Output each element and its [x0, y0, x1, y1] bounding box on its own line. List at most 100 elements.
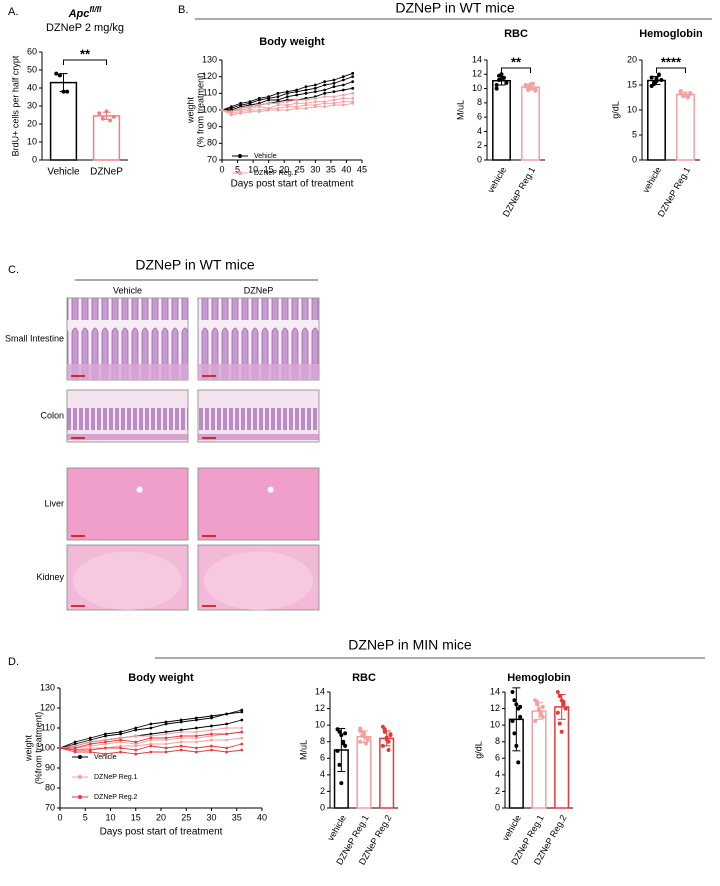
x-tick-label: 10 [248, 164, 258, 174]
data-point [535, 699, 540, 704]
data-point [134, 734, 138, 738]
legend-label: DZNeP Reg.1 [94, 774, 138, 781]
bar [49, 81, 78, 161]
bar [492, 79, 511, 161]
tissue-base [198, 364, 319, 380]
bar [521, 86, 540, 161]
histology-image [66, 389, 189, 443]
bar [531, 710, 547, 809]
tissue-region [73, 551, 182, 610]
data-point [104, 732, 107, 736]
data-point [97, 111, 102, 116]
data-point [179, 734, 183, 738]
legend-label: Vehicle [254, 153, 277, 160]
data-point [510, 719, 515, 723]
data-point [134, 728, 138, 732]
data-point [210, 716, 213, 720]
data-point [164, 746, 168, 750]
data-point [239, 101, 243, 105]
data-point [304, 88, 308, 92]
y-axis-label: (%from treatment) [33, 712, 43, 785]
y-axis-label: weight [23, 734, 33, 762]
data-point [119, 750, 122, 754]
data-point [194, 736, 198, 740]
data-point [179, 744, 183, 748]
y-tick-label: 8 [320, 736, 325, 746]
data-point [149, 732, 153, 736]
data-point [57, 73, 62, 78]
data-point [313, 90, 317, 94]
data-point [119, 732, 122, 736]
data-point [351, 96, 355, 100]
y-axis-label: M/uL [455, 100, 465, 120]
data-point [276, 101, 280, 105]
significance-bracket [656, 67, 686, 73]
panel-label: D. [8, 656, 19, 668]
data-point [194, 726, 198, 730]
x-tick-label: Vehicle [47, 167, 80, 178]
histology-image [66, 467, 189, 541]
data-point [341, 93, 345, 97]
data-point [149, 750, 153, 754]
data-point [557, 694, 562, 699]
data-point [73, 742, 77, 746]
error-bar [535, 702, 543, 720]
y-tick-label: 0 [495, 802, 500, 812]
data-point [225, 750, 229, 754]
data-point [518, 704, 523, 709]
error-bar [557, 693, 566, 720]
data-point [210, 738, 213, 742]
data-point [104, 740, 107, 744]
data-point [332, 95, 336, 99]
data-point [351, 86, 355, 90]
data-point [179, 728, 183, 732]
data-point [656, 72, 661, 77]
data-point [332, 103, 336, 107]
data-point [104, 734, 107, 738]
chart-title: Hemoglobin [639, 28, 703, 40]
legend-marker [238, 154, 242, 158]
data-point [323, 80, 327, 84]
data-point [194, 746, 198, 750]
data-point [149, 738, 153, 742]
data-point [194, 750, 198, 754]
data-point [149, 744, 153, 748]
data-point [194, 718, 198, 722]
x-tick-label: vehicle [641, 165, 664, 194]
legend-marker [78, 795, 82, 799]
data-point [332, 78, 336, 82]
data-point [332, 85, 336, 89]
tissue-region [204, 551, 313, 610]
y-tick-label: 6 [477, 112, 482, 122]
column-label: Vehicle [113, 285, 142, 295]
title-superscript: fl/fl [89, 5, 102, 14]
data-point [210, 744, 213, 748]
data-point [388, 732, 393, 737]
data-point [516, 760, 521, 765]
data-point [179, 740, 183, 744]
data-point [341, 100, 345, 104]
y-tick-label: 10 [472, 83, 482, 93]
x-tick-label: vehicle [325, 813, 348, 842]
data-point [88, 748, 92, 752]
data-point [285, 100, 289, 104]
data-point [73, 746, 77, 750]
error-bar [337, 727, 346, 773]
x-tick-label: 40 [341, 164, 351, 174]
data-point [119, 738, 122, 742]
section-header: DZNeP in WT mice [395, 0, 514, 16]
data-point [343, 731, 348, 736]
data-point [248, 100, 252, 104]
bar [356, 735, 372, 809]
data-point [267, 108, 271, 112]
data-point [494, 83, 499, 87]
data-point [295, 88, 299, 92]
data-point [164, 750, 168, 754]
vessel [136, 486, 143, 493]
data-point [494, 86, 499, 91]
data-point [323, 95, 327, 99]
x-tick-label: 5 [235, 164, 240, 174]
data-point [88, 738, 92, 742]
data-point [337, 762, 342, 767]
bar [554, 706, 570, 809]
